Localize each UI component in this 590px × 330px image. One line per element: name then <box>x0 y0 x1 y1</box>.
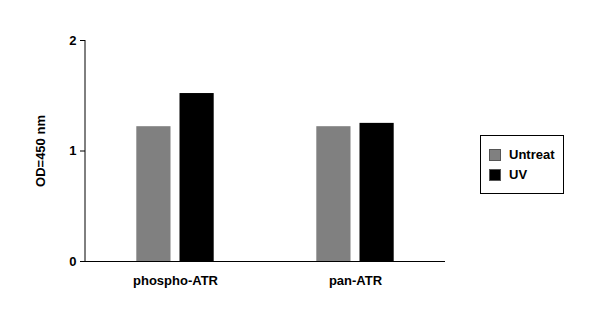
svg-text:1: 1 <box>69 143 76 158</box>
svg-text:0: 0 <box>69 254 76 269</box>
html-text:Untreat: Untreat <box>509 147 555 162</box>
svg-text:pan-ATR: pan-ATR <box>329 273 383 288</box>
svg-text:2: 2 <box>69 33 76 48</box>
svg-text:OD=450 nm: OD=450 nm <box>33 115 48 187</box>
html-text:UV: UV <box>509 167 528 182</box>
svg-text:phospho-ATR: phospho-ATR <box>133 273 219 288</box>
